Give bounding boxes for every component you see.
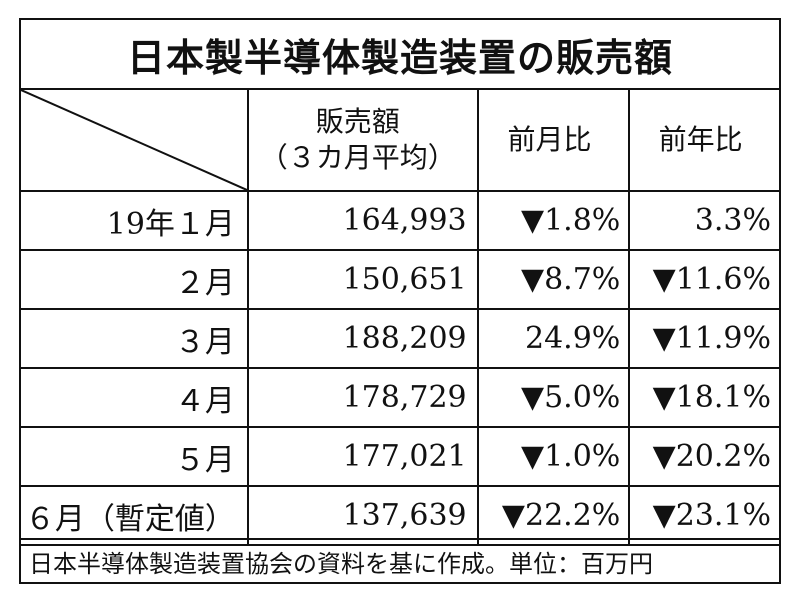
table-row: ４月 178,729 ▼5.0% ▼18.1%: [21, 367, 779, 428]
table-row: ５月 177,021 ▼1.0% ▼20.2%: [21, 426, 779, 487]
row-mom: ▼1.0%: [476, 426, 631, 487]
row-yoy: 3.3%: [628, 190, 779, 251]
row-sales: 150,651: [246, 249, 479, 310]
row-mom: ▼22.2%: [476, 485, 631, 546]
row-sales: 188,209: [246, 308, 479, 369]
row-yoy: ▼11.9%: [628, 308, 779, 369]
row-label: ２月: [21, 249, 249, 310]
header-yoy: 前年比: [628, 88, 779, 192]
source-note: 日本半導体製造装置協会の資料を基に作成。単位：百万円: [21, 538, 779, 582]
header-corner-cell: [21, 88, 249, 192]
row-mom: ▼8.7%: [476, 249, 631, 310]
row-sales: 177,021: [246, 426, 479, 487]
row-mom: ▼1.8%: [476, 190, 631, 251]
row-yoy: ▼23.1%: [628, 485, 779, 546]
table-row: ３月 188,209 24.9% ▼11.9%: [21, 308, 779, 369]
row-sales: 178,729: [246, 367, 479, 428]
table-row: 19年１月 164,993 ▼1.8% 3.3%: [21, 190, 779, 251]
row-label: ５月: [21, 426, 249, 487]
row-sales: 164,993: [246, 190, 479, 251]
sales-table-frame: 日本製半導体製造装置の販売額 販売額 （３カ月平均） 前月比 前年比 19年１月…: [19, 18, 781, 584]
row-label: ６月（暫定値）: [21, 485, 249, 546]
row-mom: 24.9%: [476, 308, 631, 369]
row-yoy: ▼18.1%: [628, 367, 779, 428]
sales-table: 販売額 （３カ月平均） 前月比 前年比 19年１月 164,993 ▼1.8% …: [21, 88, 779, 546]
header-sales-line2: （３カ月平均）: [259, 141, 456, 174]
row-yoy: ▼20.2%: [628, 426, 779, 487]
header-row: 販売額 （３カ月平均） 前月比 前年比: [21, 88, 779, 192]
row-yoy: ▼11.6%: [628, 249, 779, 310]
diagonal-line: [21, 90, 247, 190]
row-mom: ▼5.0%: [476, 367, 631, 428]
row-label: ３月: [21, 308, 249, 369]
table-row: ６月（暫定値） 137,639 ▼22.2% ▼23.1%: [21, 485, 779, 546]
header-mom: 前月比: [476, 88, 631, 192]
row-sales: 137,639: [246, 485, 479, 546]
header-sales: 販売額 （３カ月平均）: [246, 88, 479, 192]
row-label: 19年１月: [21, 190, 249, 251]
row-label: ４月: [21, 367, 249, 428]
header-sales-line1: 販売額: [315, 105, 400, 138]
table-title: 日本製半導体製造装置の販売額: [126, 35, 673, 80]
table-row: ２月 150,651 ▼8.7% ▼11.6%: [21, 249, 779, 310]
